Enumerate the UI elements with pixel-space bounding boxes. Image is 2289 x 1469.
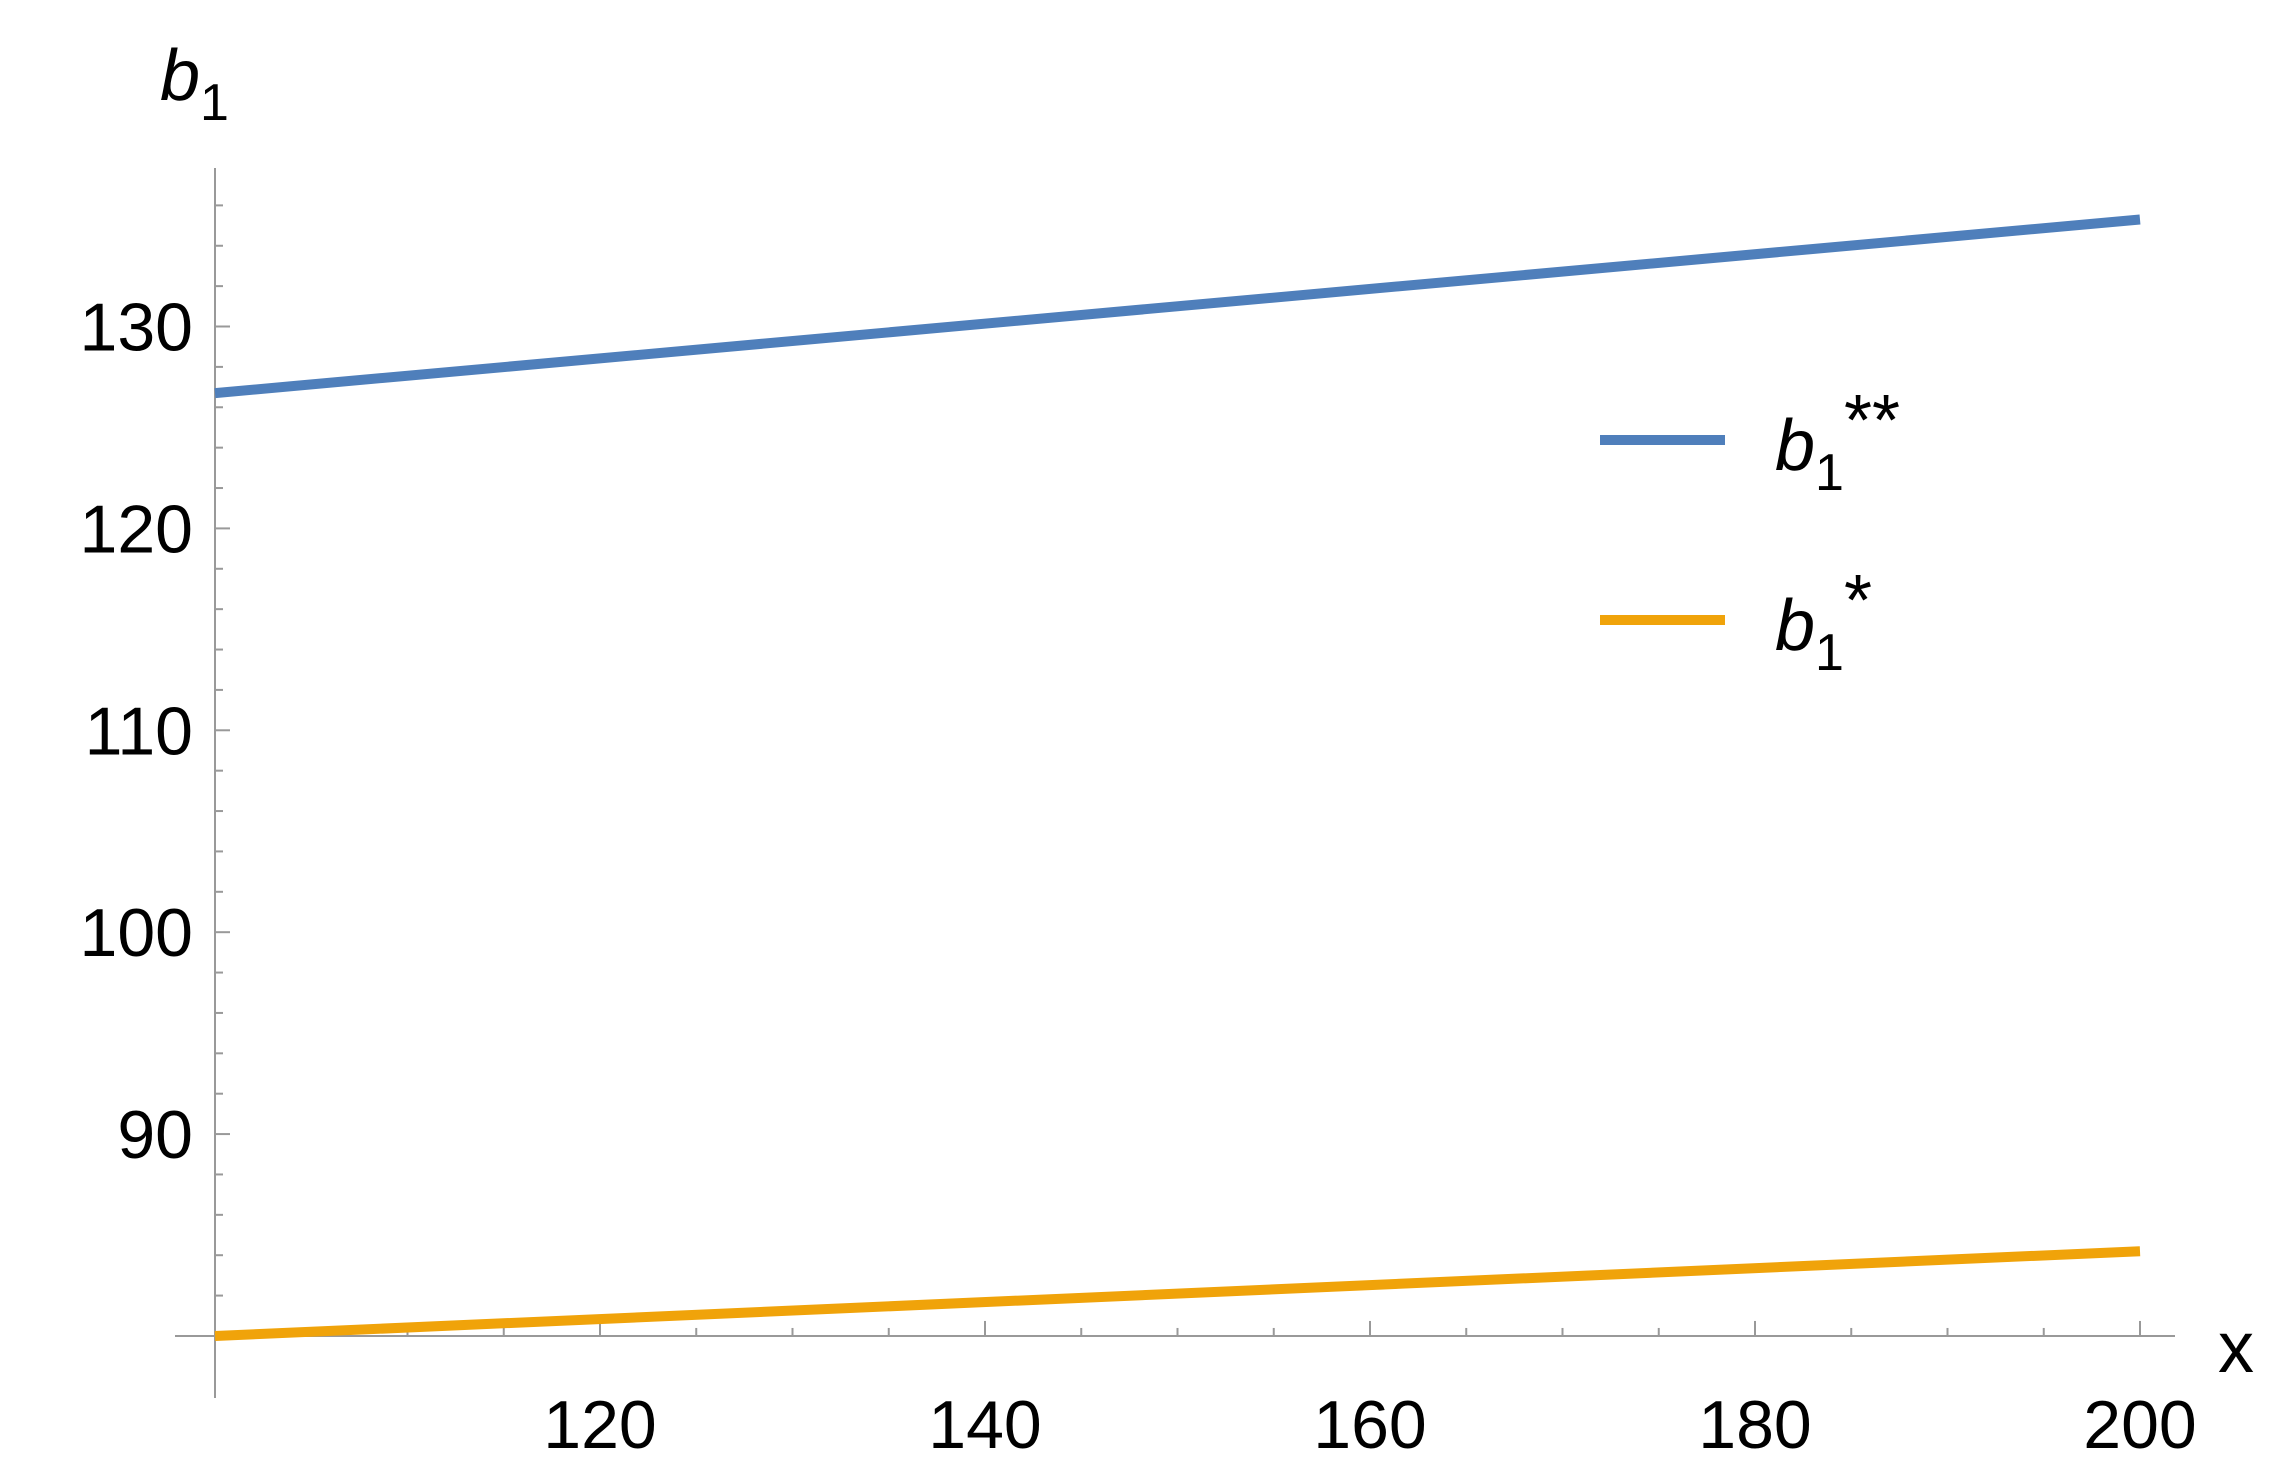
axes <box>175 168 2175 1398</box>
ticks: 90 100 110 120 130 120 140 160 180 200 <box>80 204 2197 1463</box>
legend-label-series-2: b1* <box>1775 561 1872 682</box>
x-tick-label: 160 <box>1313 1387 1426 1463</box>
x-tick-label: 140 <box>928 1387 1041 1463</box>
y-axis-title: b1 <box>160 36 229 132</box>
y-tick-label: 120 <box>80 491 193 567</box>
y-tick-label: 130 <box>80 290 193 366</box>
x-axis-title: x <box>2218 1308 2254 1388</box>
legend: b1** b1* <box>1600 381 1900 682</box>
series-line-1 <box>214 214 2141 399</box>
series-lines <box>214 214 2141 1341</box>
y-tick-label: 90 <box>117 1097 193 1173</box>
x-tick-label: 200 <box>2083 1387 2196 1463</box>
x-tick-label: 180 <box>1698 1387 1811 1463</box>
y-tick-label: 110 <box>85 693 193 769</box>
x-tick-label: 120 <box>543 1387 656 1463</box>
legend-label-series-1: b1** <box>1775 381 1900 502</box>
y-tick-label: 100 <box>80 895 193 971</box>
series-line-2 <box>214 1246 2141 1341</box>
